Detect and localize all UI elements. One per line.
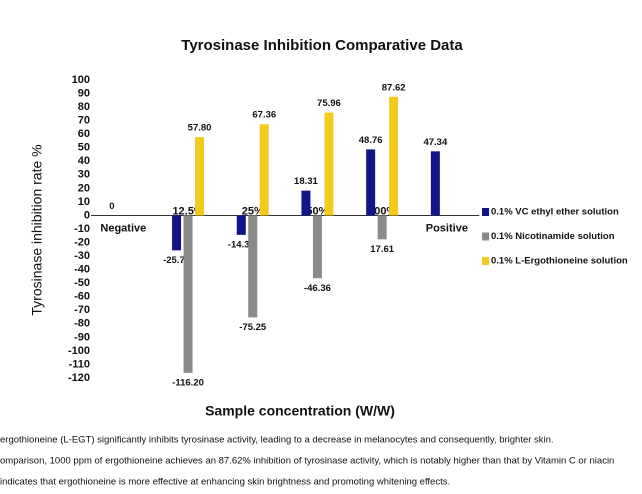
x-tick-label: Positive bbox=[426, 222, 468, 234]
y-tick-label: 30 bbox=[78, 169, 90, 181]
y-tick-label: -20 bbox=[74, 236, 90, 248]
bar bbox=[377, 215, 387, 240]
legend-swatch bbox=[482, 208, 489, 216]
y-tick-label: -60 bbox=[74, 291, 90, 303]
caption-line: ergothioneine (L-EGT) significantly inhi… bbox=[0, 435, 554, 446]
legend-swatch bbox=[482, 257, 489, 265]
caption-line: omparison, 1000 ppm of ergothioneine ach… bbox=[0, 456, 614, 467]
bar bbox=[324, 112, 334, 216]
value-label: 0 bbox=[109, 201, 114, 212]
value-label: -116.20 bbox=[172, 377, 204, 388]
y-tick-label: 60 bbox=[78, 128, 90, 140]
y-tick-label: -110 bbox=[69, 358, 90, 370]
x-tick-label: 50% bbox=[306, 205, 328, 217]
y-tick-label: -90 bbox=[74, 331, 90, 343]
value-label: 47.34 bbox=[423, 137, 447, 148]
value-label: -25.76 bbox=[163, 255, 190, 266]
legend-label: 0.1% L-Ergothioneine solution bbox=[491, 256, 628, 267]
y-tick-label: -100 bbox=[68, 345, 90, 357]
y-tick-label: -40 bbox=[74, 264, 90, 276]
legend-label: 0.1% Nicotinamide solution bbox=[491, 231, 615, 242]
y-tick-label: -80 bbox=[74, 318, 90, 330]
value-label: -75.25 bbox=[239, 322, 267, 333]
bar bbox=[312, 215, 322, 279]
x-tick-label: Negative bbox=[100, 222, 146, 234]
y-tick-label: 10 bbox=[78, 196, 90, 208]
caption-line: indicates that ergothioneine is more eff… bbox=[0, 477, 450, 488]
bar bbox=[248, 215, 258, 318]
x-tick-label: 25% bbox=[242, 205, 264, 217]
y-tick-label: 20 bbox=[78, 182, 90, 194]
y-tick-label: -50 bbox=[74, 277, 90, 289]
value-label: 17.61 bbox=[370, 244, 394, 255]
y-tick-label: 100 bbox=[72, 74, 90, 86]
y-axis-title: Tyrosinase inhibition rate % bbox=[29, 144, 45, 315]
bar bbox=[430, 151, 440, 216]
value-label: 87.62 bbox=[382, 82, 406, 93]
bar bbox=[259, 124, 269, 216]
value-label: -14.33 bbox=[228, 239, 255, 250]
bar bbox=[183, 215, 193, 373]
value-label: 75.96 bbox=[317, 98, 341, 109]
bar bbox=[172, 215, 182, 251]
y-tick-label: -120 bbox=[68, 372, 90, 384]
y-tick-label: 50 bbox=[78, 142, 90, 154]
legend-label: 0.1% VC ethyl ether solution bbox=[491, 207, 619, 218]
y-tick-label: -30 bbox=[74, 250, 90, 262]
bar bbox=[195, 137, 205, 216]
bar bbox=[236, 215, 246, 235]
y-tick-label: -10 bbox=[74, 223, 90, 235]
y-tick-label: 0 bbox=[84, 209, 90, 221]
chart-title: Tyrosinase Inhibition Comparative Data bbox=[181, 37, 463, 54]
value-label: 57.80 bbox=[188, 123, 212, 134]
value-label: -46.36 bbox=[304, 283, 331, 294]
y-tick-label: 70 bbox=[78, 115, 90, 127]
y-tick-label: 40 bbox=[78, 155, 90, 167]
value-label: 48.76 bbox=[359, 135, 383, 146]
y-tick-label: 80 bbox=[78, 101, 90, 113]
bar bbox=[301, 190, 311, 216]
legend-swatch bbox=[482, 232, 489, 241]
bar bbox=[389, 96, 399, 216]
bar bbox=[366, 149, 376, 216]
value-label: 67.36 bbox=[252, 110, 276, 121]
value-label: 18.31 bbox=[294, 176, 318, 187]
x-axis-title: Sample concentration (W/W) bbox=[205, 403, 395, 419]
y-tick-label: -70 bbox=[74, 304, 90, 316]
y-tick-label: 90 bbox=[78, 87, 90, 99]
